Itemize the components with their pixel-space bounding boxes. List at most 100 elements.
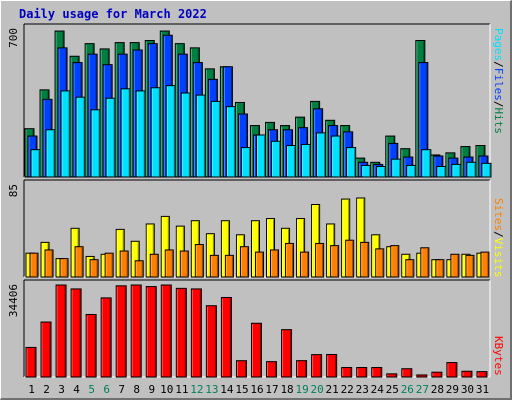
bar-kbytes-day-22 <box>341 367 353 378</box>
bar-pages-day-31 <box>481 162 492 178</box>
bar-pages-day-28 <box>436 166 447 178</box>
x-tick-day-26: 26 <box>401 383 414 396</box>
x-tick-day-5: 5 <box>88 383 95 396</box>
bar-kbytes-day-27 <box>416 374 428 378</box>
chart-title: Daily usage for March 2022 <box>19 7 207 21</box>
x-tick-day-4: 4 <box>73 383 80 396</box>
bar-sites-day-7 <box>119 250 129 278</box>
bar-pages-day-21 <box>331 135 342 178</box>
x-tick-day-27: 27 <box>416 383 429 396</box>
bar-sites-day-23 <box>360 241 370 278</box>
bar-kbytes-day-23 <box>356 367 368 378</box>
bar-kbytes-day-16 <box>250 322 262 378</box>
bar-sites-day-2 <box>44 249 54 278</box>
bar-sites-day-12 <box>194 244 204 278</box>
x-tick-day-3: 3 <box>58 383 65 396</box>
bar-pages-day-4 <box>75 96 86 178</box>
bar-pages-day-7 <box>120 88 131 178</box>
bar-pages-day-1 <box>30 149 41 178</box>
bar-sites-day-4 <box>74 246 84 278</box>
x-tick-day-17: 17 <box>265 383 278 396</box>
x-tick-day-22: 22 <box>341 383 354 396</box>
bar-sites-day-21 <box>330 245 340 278</box>
x-tick-day-16: 16 <box>250 383 263 396</box>
bar-kbytes-day-1 <box>25 346 37 378</box>
bar-sites-day-18 <box>285 242 295 278</box>
bar-kbytes-day-4 <box>70 288 82 378</box>
bar-pages-day-2 <box>45 129 56 178</box>
bar-sites-day-20 <box>315 242 325 278</box>
bar-pages-day-24 <box>376 166 387 178</box>
bar-sites-day-16 <box>254 251 264 278</box>
bar-kbytes-day-3 <box>55 284 67 378</box>
bar-pages-day-11 <box>180 92 191 178</box>
bar-sites-day-13 <box>209 254 219 278</box>
bar-kbytes-day-10 <box>160 284 172 378</box>
x-tick-day-6: 6 <box>103 383 110 396</box>
x-tick-day-25: 25 <box>386 383 399 396</box>
bar-kbytes-day-29 <box>446 362 458 378</box>
hits-ymax-label: 700 <box>7 28 20 48</box>
x-tick-day-30: 30 <box>461 383 474 396</box>
x-tick-day-21: 21 <box>326 383 339 396</box>
bar-kbytes-day-2 <box>40 321 52 378</box>
bar-kbytes-day-21 <box>326 353 338 378</box>
bar-pages-day-18 <box>286 145 297 178</box>
bar-kbytes-day-12 <box>190 288 202 378</box>
x-tick-day-7: 7 <box>118 383 125 396</box>
bar-pages-day-17 <box>271 140 282 178</box>
bar-kbytes-day-30 <box>461 370 473 378</box>
hits-side-label: Pages/Files/Hits <box>492 28 505 134</box>
bar-sites-day-25 <box>390 245 400 278</box>
bar-pages-day-23 <box>361 164 372 178</box>
bar-kbytes-day-20 <box>311 354 323 378</box>
bar-kbytes-day-24 <box>371 367 383 378</box>
bar-sites-day-30 <box>465 254 475 278</box>
bar-sites-day-17 <box>270 249 280 278</box>
bar-kbytes-day-9 <box>145 286 157 378</box>
bar-pages-day-9 <box>150 87 161 178</box>
x-tick-day-15: 15 <box>235 383 248 396</box>
bar-pages-day-19 <box>301 143 312 178</box>
x-tick-day-9: 9 <box>148 383 155 396</box>
bar-pages-day-12 <box>195 94 206 178</box>
x-tick-day-23: 23 <box>356 383 369 396</box>
bar-sites-day-15 <box>239 246 249 278</box>
bar-kbytes-day-28 <box>431 371 443 378</box>
x-tick-day-1: 1 <box>28 383 35 396</box>
bar-pages-day-20 <box>316 132 327 178</box>
kbytes-ymax-label: 34406 <box>7 284 20 317</box>
bar-kbytes-day-25 <box>386 373 398 378</box>
bar-sites-day-28 <box>435 259 445 278</box>
bar-sites-day-29 <box>450 253 460 278</box>
bar-sites-day-24 <box>375 248 385 278</box>
bar-kbytes-day-19 <box>296 360 308 378</box>
bar-pages-day-27 <box>421 149 432 178</box>
bar-pages-day-6 <box>105 97 116 178</box>
visits-ymax-label: 85 <box>7 184 20 197</box>
x-tick-day-24: 24 <box>371 383 385 396</box>
bar-sites-day-1 <box>29 252 39 278</box>
x-tick-day-8: 8 <box>133 383 140 396</box>
kbytes-side-label: KBytes <box>492 336 505 376</box>
bar-kbytes-day-31 <box>476 371 488 378</box>
x-tick-day-20: 20 <box>311 383 324 396</box>
bar-sites-day-14 <box>224 254 234 278</box>
bar-pages-day-3 <box>60 90 71 178</box>
bar-kbytes-day-17 <box>266 361 278 378</box>
bar-pages-day-13 <box>210 100 221 178</box>
x-tick-day-29: 29 <box>446 383 459 396</box>
x-tick-day-12: 12 <box>190 383 203 396</box>
bar-kbytes-day-13 <box>205 305 217 378</box>
x-tick-day-28: 28 <box>431 383 444 396</box>
x-tick-day-13: 13 <box>205 383 218 396</box>
bar-sites-day-5 <box>89 259 99 278</box>
bar-kbytes-day-14 <box>220 296 232 378</box>
bar-sites-day-3 <box>59 258 69 278</box>
bar-kbytes-day-7 <box>115 285 127 378</box>
bar-sites-day-6 <box>104 252 114 278</box>
bar-sites-day-11 <box>179 250 189 278</box>
x-tick-day-19: 19 <box>295 383 308 396</box>
